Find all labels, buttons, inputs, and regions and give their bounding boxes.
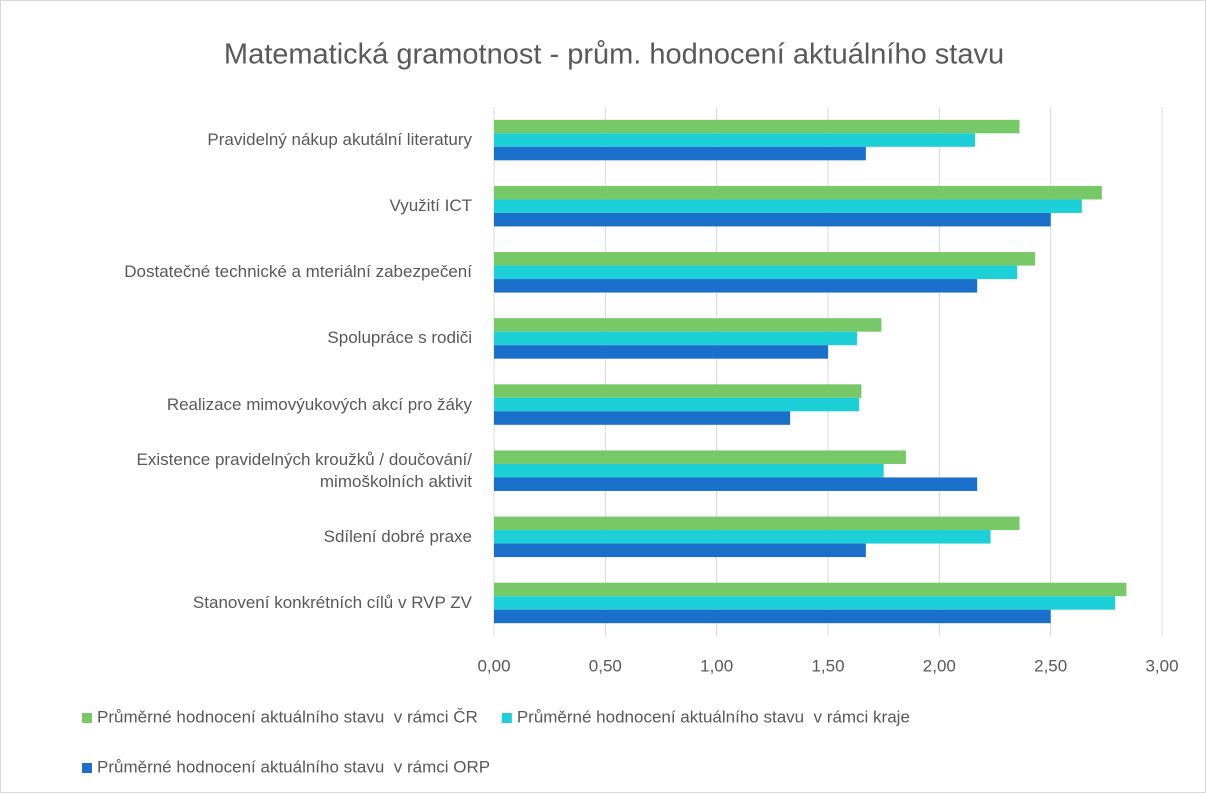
bar: [494, 318, 882, 332]
bar: [494, 463, 884, 478]
bar: [494, 596, 1116, 610]
bar: [494, 543, 866, 558]
bar: [494, 133, 975, 147]
y-tick-label: Dostatečné technické a mteriální zabezpe…: [124, 262, 472, 282]
legend-label: Průměrné hodnocení aktuálního stavu v rá…: [517, 707, 910, 726]
x-tick-label: 0,50: [589, 656, 622, 675]
y-tick-label: Pravidelný nákup akutální literatury: [207, 130, 472, 150]
bar: [494, 397, 860, 412]
bar: [494, 252, 1036, 266]
bar: [494, 279, 978, 293]
y-tick-label: Sdílení dobré praxe: [323, 526, 472, 546]
bar: [494, 530, 991, 544]
legend-swatch: [82, 763, 92, 773]
x-tick-label: 2,00: [923, 656, 956, 675]
chart-title: Matematická gramotnost - prům. hodnocení…: [224, 39, 1004, 71]
bar: [494, 331, 857, 346]
bar: [494, 516, 1020, 531]
x-tick-label: 0,00: [477, 656, 510, 675]
y-tick-label: Využití ICT: [389, 196, 473, 216]
bar: [494, 477, 978, 491]
bar: [494, 119, 1020, 134]
bar: [494, 345, 828, 359]
legend-label: Průměrné hodnocení aktuálního stavu v rá…: [97, 757, 490, 776]
bar: [494, 265, 1018, 280]
legend-label: Průměrné hodnocení aktuálního stavu v rá…: [97, 707, 478, 726]
bar: [494, 199, 1082, 213]
y-tick-label: Existence pravidelných kroužků / doučová…: [136, 449, 472, 491]
y-tick-label: Spolupráce s rodiči: [327, 328, 472, 348]
y-tick-label: Realizace mimovýukových akcí pro žáky: [166, 394, 472, 414]
x-tick-label: 2,50: [1034, 656, 1067, 675]
bar: [494, 384, 862, 398]
bar: [494, 185, 1102, 200]
bar: [494, 212, 1051, 227]
x-tick-label: 1,00: [700, 656, 733, 675]
y-tick-label: Stanovení konkrétních cílů v RVP ZV: [192, 592, 472, 612]
bar: [494, 450, 906, 464]
bar: [494, 609, 1051, 624]
bar: [494, 582, 1127, 597]
legend-swatch: [501, 713, 512, 723]
bar: [494, 411, 791, 425]
x-tick-label: 3,00: [1145, 656, 1178, 675]
bar: [494, 146, 866, 161]
legend-swatch: [82, 713, 92, 723]
x-tick-label: 1,50: [811, 656, 844, 675]
